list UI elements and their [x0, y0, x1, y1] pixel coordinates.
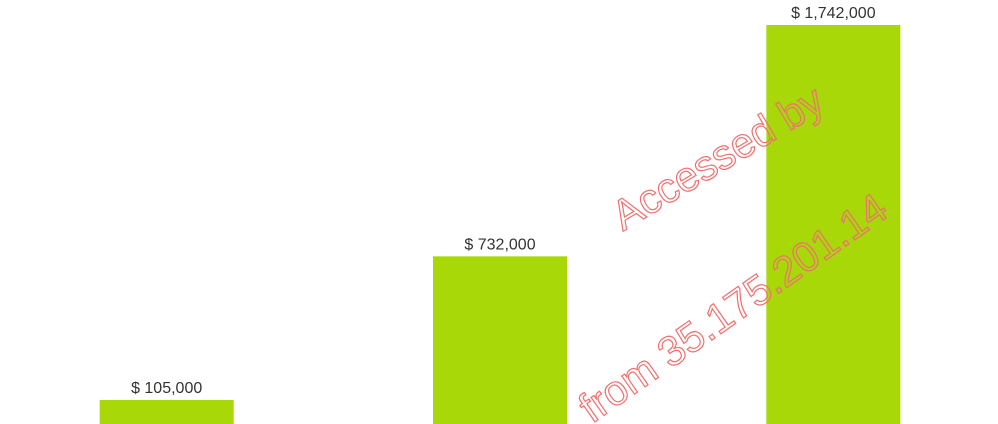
bar — [433, 256, 567, 424]
value-label: $ 732,000 — [464, 236, 535, 253]
bar — [99, 399, 234, 424]
bars: $ 105,000 $ 732,000 $ 1,742,000 — [99, 5, 901, 424]
value-label: $ 105,000 — [131, 380, 202, 397]
bar — [766, 25, 901, 424]
value-label: $ 1,742,000 — [791, 5, 876, 22]
